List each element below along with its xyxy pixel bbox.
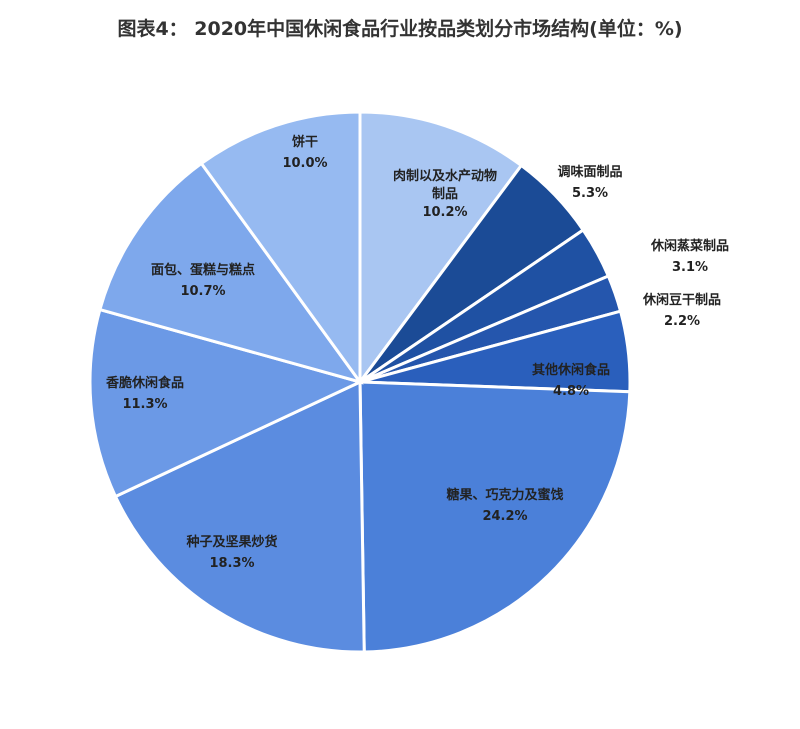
pie-slice	[98, 161, 364, 385]
pie-slice	[88, 307, 365, 499]
slice-label: 面包、蛋糕与糕点	[150, 263, 256, 278]
value-label: 5.3%	[571, 186, 609, 201]
pie-slice	[358, 110, 524, 387]
chart-title: 图表4： 2020年中国休闲食品行业按品类划分市场结构(单位：%)	[117, 18, 683, 40]
slice-label: 肉制以及水产动物制品	[392, 169, 497, 202]
slice-label: 休闲豆干制品	[642, 293, 722, 308]
value-label: 10.2%	[422, 205, 468, 220]
slice-label: 香脆休闲食品	[105, 376, 185, 391]
value-label: 3.1%	[671, 260, 709, 275]
pie-slice	[358, 380, 632, 654]
value-label: 10.7%	[180, 284, 226, 299]
slice-label: 糖果、巧克力及蜜饯	[446, 488, 564, 503]
value-label: 2.2%	[663, 314, 701, 329]
slice-label: 饼干	[291, 135, 319, 150]
pie-slice	[199, 110, 362, 387]
value-label: 24.2%	[482, 509, 528, 524]
value-label: 11.3%	[122, 397, 168, 412]
slice-label: 休闲蒸菜制品	[650, 239, 730, 254]
value-label: 10.0%	[282, 156, 328, 171]
slice-label: 种子及坚果炒货	[186, 535, 278, 550]
slice-label: 其他休闲食品	[531, 363, 611, 378]
value-label: 18.3%	[209, 556, 255, 571]
value-label: 4.8%	[552, 384, 590, 399]
slice-label: 调味面制品	[557, 165, 623, 180]
pie-slice	[113, 379, 366, 654]
